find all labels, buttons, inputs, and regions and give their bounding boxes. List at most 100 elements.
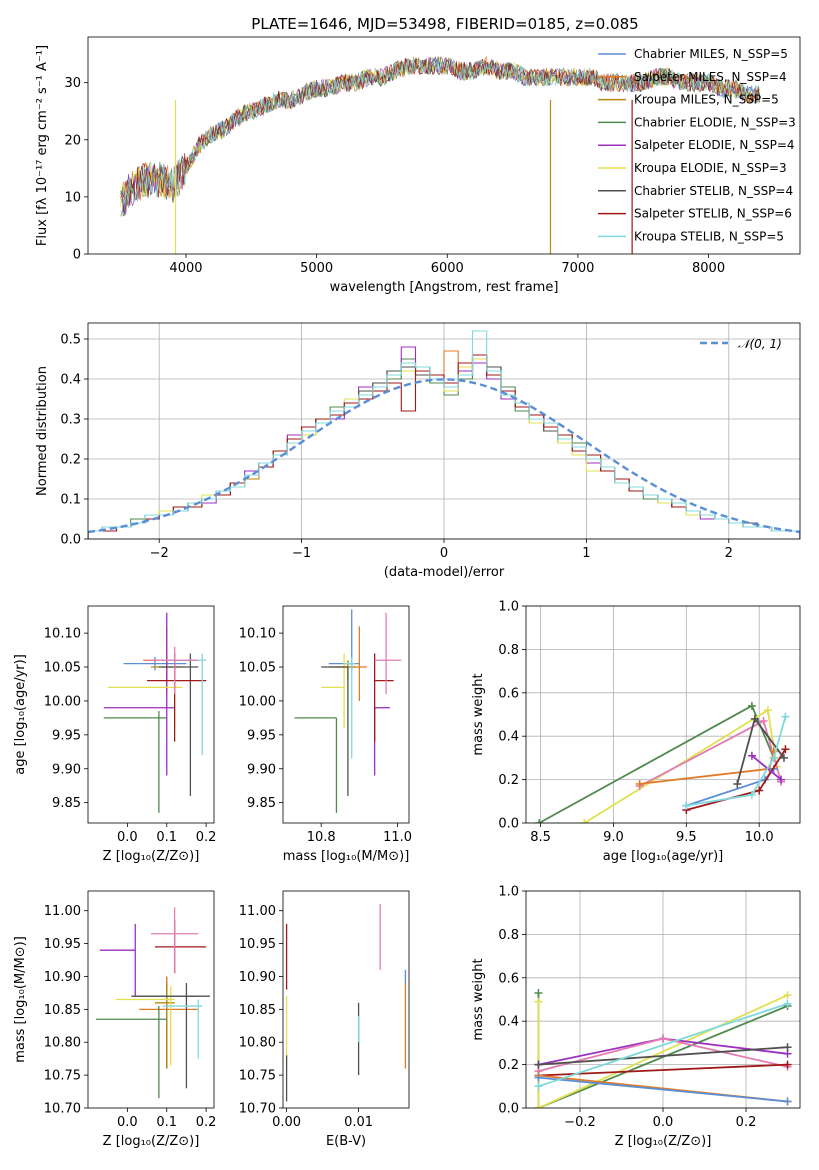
x-axis-label: mass [log₁₀(M/M⊙)] (283, 849, 410, 864)
y-axis-label: Flux [fλ 10⁻¹⁷ erg cm⁻² s⁻¹ A⁻¹] (35, 45, 50, 246)
mass-weight-marker (534, 1104, 543, 1108)
mass-weight-marker (747, 701, 756, 710)
y-tick-label: 10.85 (239, 1003, 276, 1018)
mass-weight-marker (755, 786, 764, 795)
axes-frame (87, 890, 215, 1109)
y-tick-label: 30 (64, 76, 81, 91)
legend-label: Chabrier MILES, N_SSP=5 (634, 47, 788, 61)
y-tick-label: 9.90 (52, 762, 81, 777)
legend-label: Salpeter MILES, N_SSP=4 (634, 70, 787, 84)
y-tick-label: 0.2 (498, 773, 519, 788)
plot-area (103, 612, 207, 813)
axes-frame (87, 36, 801, 255)
y-tick-label: 0 (73, 248, 81, 263)
x-tick-label: 0.1 (156, 1115, 177, 1130)
x-tick-label: 0.2 (196, 830, 217, 845)
y-tick-label: 10.90 (239, 970, 276, 985)
x-tick-label: 0.1 (156, 830, 177, 845)
mass-weight-marker (783, 1097, 792, 1106)
plot-area (285, 904, 407, 1102)
x-tick-label: 0.0 (653, 1115, 674, 1130)
y-tick-label: 0.4 (60, 373, 81, 388)
y-tick-label: 0.6 (498, 686, 519, 701)
plot-area (534, 988, 792, 1108)
mass-weight-marker (659, 1034, 667, 1043)
legend-label: Kroupa STELIB, N_SSP=5 (634, 229, 784, 243)
x-axis-label: Z [log₁₀(Z/Z⊙)] (615, 1134, 712, 1149)
y-tick-label: 10.05 (44, 661, 81, 676)
mass-weight-marker (535, 819, 544, 823)
x-axis-label: Z [log₁₀(Z/Z⊙)] (103, 1134, 200, 1149)
y-tick-label: 10.80 (239, 1036, 276, 1051)
y-tick-label: 0.3 (60, 413, 81, 428)
mass-weight-marker (580, 819, 589, 823)
mass-weight-marker (783, 1043, 792, 1052)
x-tick-label: −0.2 (564, 1115, 596, 1130)
y-axis-label: mass [log₁₀(M/M⊙)] (13, 936, 28, 1063)
x-tick-label: 2 (725, 546, 733, 561)
y-tick-label: 9.85 (52, 796, 81, 811)
x-tick-label: −2 (150, 546, 169, 561)
plot-area (95, 907, 211, 1099)
y-tick-label: 9.95 (247, 728, 276, 743)
y-tick-label: 10.00 (239, 694, 276, 709)
mass-weight-marker (534, 997, 543, 1006)
y-tick-label: 11.00 (44, 904, 81, 919)
x-tick-label: 0.0 (117, 1115, 138, 1130)
y-tick-label: 0.2 (498, 1058, 519, 1073)
y-tick-label: 0.8 (498, 643, 519, 658)
plot-area (535, 701, 790, 823)
mass-weight-marker (783, 1060, 792, 1069)
mass-weight-marker (783, 999, 792, 1008)
x-axis-label: age [log₁₀(age/yr)] (603, 849, 724, 864)
y-tick-label: 9.90 (247, 762, 276, 777)
normal-curve (88, 378, 800, 534)
y-tick-label: 10.95 (44, 937, 81, 952)
figure-title: PLATE=1646, MJD=53498, FIBERID=0185, z=0… (251, 15, 638, 33)
mass-weight-vs-age-panel: 8.5 9.0 9.5 10.0 0.0 0.2 0.4 0.6 0.8 1.0 age [log₁… (471, 600, 801, 864)
mass-weight-marker (534, 1060, 543, 1069)
mass-weight-marker (682, 801, 691, 810)
mass-weight-line (537, 994, 788, 1108)
x-axis-label: wavelength [Angstrom, rest frame] (330, 280, 559, 295)
x-tick-label: 0 (440, 546, 448, 561)
y-tick-label: 0.4 (498, 730, 519, 745)
legend-label: 𝒩(0, 1) (738, 337, 782, 351)
mass-weight-line (538, 1002, 788, 1088)
legend-label: Chabrier ELODIE, N_SSP=3 (634, 115, 796, 129)
y-tick-label: 10.75 (44, 1069, 81, 1084)
x-tick-label: 9.0 (603, 830, 624, 845)
spectrum-panel: 4000 5000 6000 7000 8000 0 10 20 30 wavelength [A… (35, 36, 801, 295)
x-axis-label: E(B-V) (326, 1134, 366, 1149)
x-tick-label: 8000 (692, 261, 725, 276)
plot-area (88, 330, 800, 539)
y-tick-label: 0.4 (498, 1015, 519, 1030)
y-tick-label: 10.95 (239, 937, 276, 952)
axes-frame (282, 890, 410, 1109)
legend-label: Kroupa MILES, N_SSP=5 (634, 93, 779, 107)
mass-weight-marker (781, 712, 790, 721)
axes-frame (87, 605, 215, 824)
mass-weight-marker (783, 991, 792, 1000)
y-tick-label: 10.85 (44, 1003, 81, 1018)
mass-weight-marker (779, 753, 788, 762)
y-tick-label: 10.10 (239, 627, 276, 642)
mass-weight-marker (733, 779, 742, 788)
legend-label: Salpeter STELIB, N_SSP=6 (634, 207, 792, 221)
y-axis-label: age [log₁₀(age/yr)] (13, 654, 28, 775)
axes-frame (87, 322, 801, 540)
axes-frame (525, 605, 801, 824)
mass-weight-line (538, 704, 775, 823)
x-tick-label: 8.5 (530, 830, 551, 845)
y-tick-label: 10.00 (44, 694, 81, 709)
x-tick-label: 11.0 (383, 830, 412, 845)
mass-weight-marker (534, 1073, 543, 1082)
mass-weight-marker (747, 790, 756, 799)
x-tick-label: 4000 (169, 261, 202, 276)
mass-weight-marker (763, 706, 772, 715)
y-tick-label: 10 (64, 190, 81, 205)
y-tick-label: 1.0 (498, 885, 519, 900)
legend-label: Kroupa ELODIE, N_SSP=3 (634, 161, 787, 175)
x-tick-label: 10.0 (745, 830, 774, 845)
y-tick-label: 0.1 (60, 493, 81, 508)
